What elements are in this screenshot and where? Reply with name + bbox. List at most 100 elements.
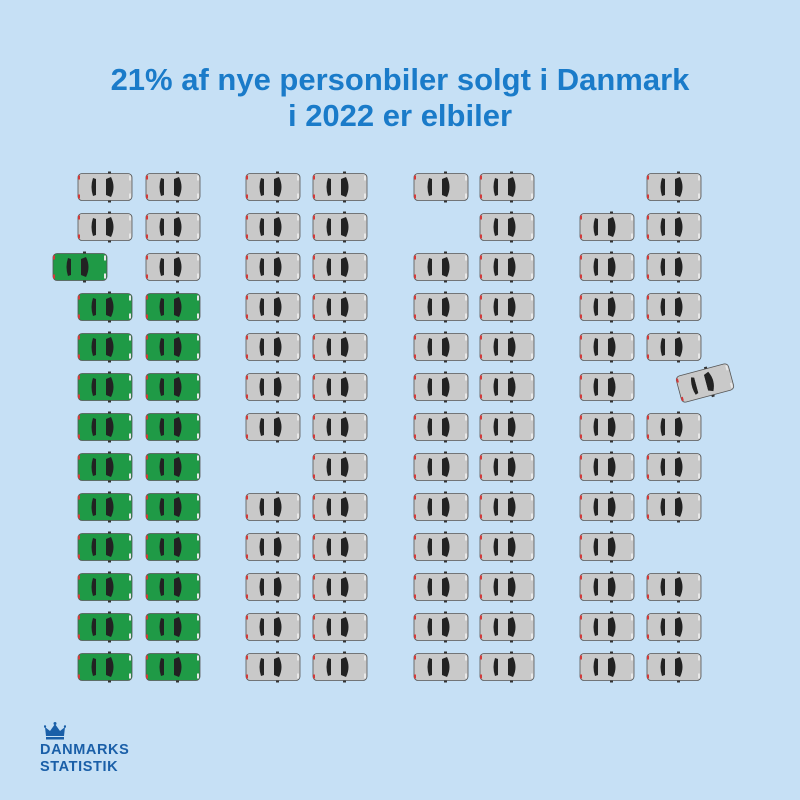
car-icon	[579, 451, 635, 483]
car-icon	[413, 451, 469, 483]
electric-car-icon	[145, 651, 201, 683]
car-icon	[675, 363, 735, 403]
car-icon	[413, 331, 469, 363]
car-icon	[245, 491, 301, 523]
car-icon	[312, 251, 368, 283]
car-icon	[579, 211, 635, 243]
car-icon	[413, 171, 469, 203]
car-icon	[479, 211, 535, 243]
car-icon	[646, 251, 702, 283]
electric-car-icon	[145, 331, 201, 363]
electric-car-icon	[77, 571, 133, 603]
car-icon	[479, 331, 535, 363]
car-icon	[145, 171, 201, 203]
car-icon	[479, 171, 535, 203]
car-icon	[312, 331, 368, 363]
car-icon	[245, 651, 301, 683]
car-icon	[312, 371, 368, 403]
electric-car-icon	[77, 371, 133, 403]
car-icon	[646, 411, 702, 443]
car-icon	[245, 611, 301, 643]
car-icon	[312, 491, 368, 523]
car-icon	[413, 651, 469, 683]
car-icon	[413, 531, 469, 563]
car-icon	[646, 611, 702, 643]
electric-car-icon	[77, 611, 133, 643]
car-icon	[245, 371, 301, 403]
car-icon	[245, 571, 301, 603]
electric-car-icon	[77, 451, 133, 483]
car-icon	[413, 491, 469, 523]
car-icon	[579, 531, 635, 563]
car-icon	[579, 571, 635, 603]
logo-line-1: DANMARKS	[40, 742, 130, 758]
electric-car-icon	[77, 531, 133, 563]
car-icon	[579, 651, 635, 683]
electric-car-icon	[145, 411, 201, 443]
car-icon	[312, 571, 368, 603]
car-icon	[312, 531, 368, 563]
car-icon	[646, 291, 702, 323]
car-icon	[145, 211, 201, 243]
electric-car-icon	[52, 251, 108, 283]
car-icon	[312, 171, 368, 203]
chart-title: 21% af nye personbiler solgt i Danmark i…	[0, 62, 800, 134]
car-icon	[145, 251, 201, 283]
car-icon	[413, 611, 469, 643]
car-icon	[413, 291, 469, 323]
car-icon	[479, 571, 535, 603]
car-icon	[646, 171, 702, 203]
car-icon	[312, 611, 368, 643]
electric-car-icon	[77, 411, 133, 443]
car-icon	[646, 451, 702, 483]
car-icon	[77, 171, 133, 203]
car-icon	[646, 651, 702, 683]
logo-line-2: STATISTIK	[40, 759, 119, 775]
car-icon	[646, 491, 702, 523]
car-icon	[479, 371, 535, 403]
car-icon	[312, 291, 368, 323]
car-icon	[579, 611, 635, 643]
car-icon	[245, 211, 301, 243]
car-icon	[479, 451, 535, 483]
electric-car-icon	[145, 291, 201, 323]
electric-car-icon	[77, 651, 133, 683]
car-icon	[646, 571, 702, 603]
car-icon	[479, 531, 535, 563]
car-icon	[245, 331, 301, 363]
car-icon	[312, 211, 368, 243]
electric-car-icon	[145, 571, 201, 603]
car-icon	[579, 411, 635, 443]
car-icon	[579, 331, 635, 363]
electric-car-icon	[77, 491, 133, 523]
car-icon	[646, 331, 702, 363]
car-icon	[413, 411, 469, 443]
car-icon	[413, 371, 469, 403]
car-icon	[479, 651, 535, 683]
electric-car-icon	[77, 291, 133, 323]
electric-car-icon	[145, 491, 201, 523]
car-icon	[579, 371, 635, 403]
title-line-1: 21% af nye personbiler solgt i Danmark	[110, 62, 690, 97]
car-icon	[245, 171, 301, 203]
car-icon	[479, 251, 535, 283]
car-icon	[579, 291, 635, 323]
car-icon	[245, 291, 301, 323]
electric-car-icon	[145, 371, 201, 403]
car-icon	[646, 211, 702, 243]
car-icon	[245, 251, 301, 283]
car-icon	[413, 251, 469, 283]
car-icon	[579, 251, 635, 283]
car-icon	[479, 611, 535, 643]
car-icon	[245, 531, 301, 563]
crown-icon	[44, 722, 66, 740]
title-line-2: i 2022 er elbiler	[287, 98, 513, 133]
electric-car-icon	[145, 531, 201, 563]
car-icon	[413, 571, 469, 603]
car-icon	[479, 291, 535, 323]
electric-car-icon	[145, 611, 201, 643]
electric-car-icon	[77, 331, 133, 363]
car-icon	[579, 491, 635, 523]
car-icon	[479, 411, 535, 443]
